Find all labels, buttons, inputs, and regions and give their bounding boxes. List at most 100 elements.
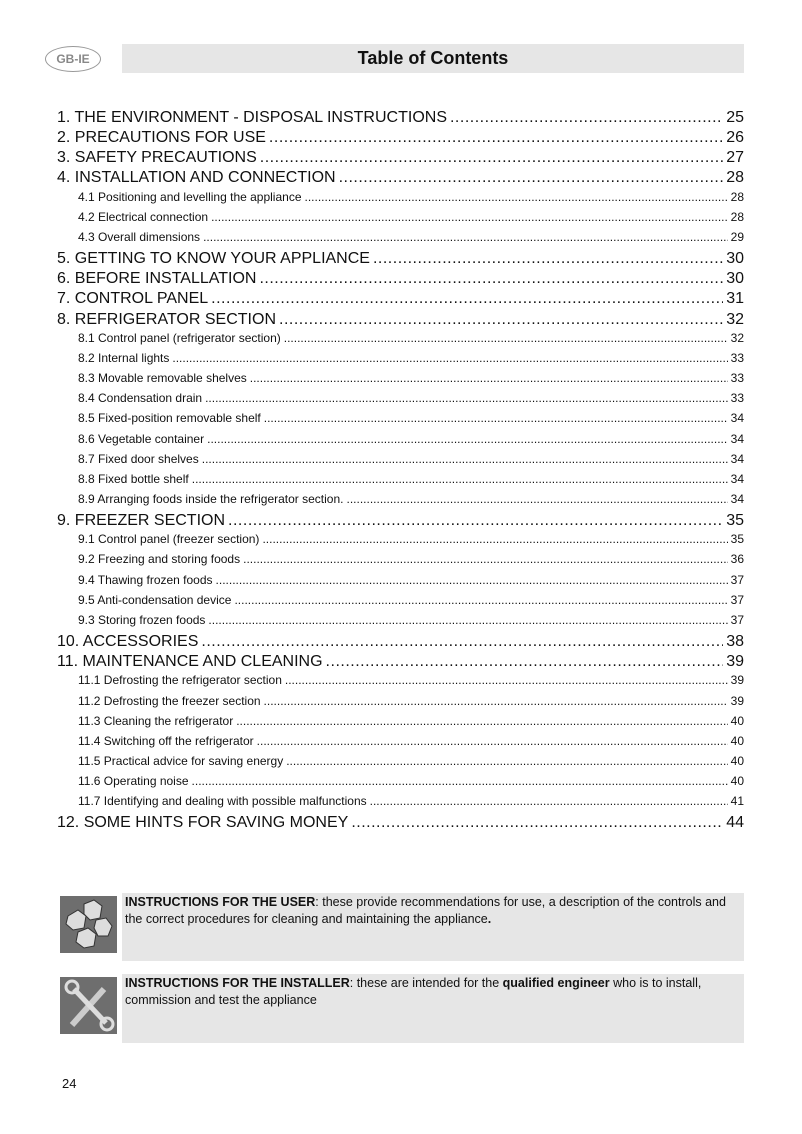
toc-entry[interactable]: 9. FREEZER SECTION 35 <box>57 512 744 532</box>
toc-entry-page: 34 <box>730 431 744 446</box>
dot-leader <box>339 169 724 187</box>
dot-leader <box>347 492 728 506</box>
dot-leader <box>351 814 723 832</box>
toc-entry-label: 9.5 Anti-condensation device <box>78 592 232 607</box>
toc-entry[interactable]: 9.5 Anti-condensation device 37 <box>57 593 744 613</box>
toc-entry[interactable]: 1. THE ENVIRONMENT - DISPOSAL INSTRUCTIO… <box>57 109 744 129</box>
toc-entry[interactable]: 8. REFRIGERATOR SECTION 32 <box>57 311 744 331</box>
toc-entry[interactable]: 9.4 Thawing frozen foods 37 <box>57 573 744 593</box>
toc-entry[interactable]: 8.7 Fixed door shelves 34 <box>57 452 744 472</box>
toc-entry[interactable]: 7. CONTROL PANEL 31 <box>57 290 744 310</box>
toc-entry[interactable]: 11.1 Defrosting the refrigerator section… <box>57 673 744 693</box>
note-end: . <box>487 912 492 926</box>
note-text: : these provide recommendations for use,… <box>125 895 726 926</box>
toc-entry[interactable]: 11. MAINTENANCE AND CLEANING 39 <box>57 653 744 673</box>
toc-entry-page: 37 <box>730 612 744 627</box>
wrench-screwdriver-icon <box>60 977 117 1034</box>
toc-entry[interactable]: 2. PRECAUTIONS FOR USE 26 <box>57 129 744 149</box>
dot-leader <box>260 149 723 167</box>
toc-entry-label: 11.5 Practical advice for saving energy <box>78 754 284 768</box>
toc-entry-page: 39 <box>730 693 744 708</box>
toc-entry-label: 8.8 Fixed bottle shelf <box>78 471 189 486</box>
toc-entry[interactable]: 4.2 Electrical connection 28 <box>57 210 744 230</box>
dot-leader <box>264 694 728 708</box>
toc-entry[interactable]: 8.5 Fixed-position removable shelf 34 <box>57 411 744 431</box>
toc-entry[interactable]: 9.2 Freezing and storing foods 36 <box>57 552 744 572</box>
toc-entry-label: 4.3 Overall dimensions <box>78 229 201 244</box>
toc-entry-label: 11.3 Cleaning the refrigerator <box>78 713 234 728</box>
toc-entry-label: 8.7 Fixed door shelves <box>78 451 199 466</box>
dot-leader <box>264 411 728 425</box>
toc-entry[interactable]: 6. BEFORE INSTALLATION 30 <box>57 270 744 290</box>
toc-entry-label: 11.7 Identifying and dealing with possib… <box>78 794 367 809</box>
toc-entry-label: 11.6 Operating noise <box>78 774 189 789</box>
dot-leader <box>203 230 728 244</box>
toc-entry-label: 9.2 Freezing and storing foods <box>78 552 241 567</box>
toc-entry[interactable]: 5. GETTING TO KNOW YOUR APPLIANCE 30 <box>57 250 744 270</box>
language-badge: GB-IE <box>45 46 101 72</box>
toc-entry-page: 26 <box>726 129 744 147</box>
toc-entry[interactable]: 11.5 Practical advice for saving energy 4… <box>57 754 744 774</box>
toc-entry-label: 8.1 Control panel (refrigerator section) <box>78 330 281 345</box>
toc-entry-page: 44 <box>726 814 744 832</box>
toc-entry-label: 8.9 Arranging foods inside the refrigera… <box>78 491 344 506</box>
toc-entry-page: 40 <box>730 733 744 748</box>
toc-entry[interactable]: 3. SAFETY PRECAUTIONS 27 <box>57 149 744 169</box>
dot-leader <box>326 653 724 671</box>
toc-entry-page: 27 <box>726 149 744 167</box>
toc-entry[interactable]: 11.4 Switching off the refrigerator 40 <box>57 734 744 754</box>
toc-entry[interactable]: 10. ACCESSORIES 38 <box>57 633 744 653</box>
toc-entry-label: 11.2 Defrosting the freezer section <box>78 693 261 708</box>
toc-entry-label: 8.5 Fixed-position removable shelf <box>78 411 261 426</box>
dot-leader <box>208 613 727 627</box>
toc-entry[interactable]: 11.2 Defrosting the freezer section 39 <box>57 694 744 714</box>
dot-leader <box>192 472 728 486</box>
dot-leader <box>228 512 723 530</box>
toc-entry-label: 4.1 Positioning and levelling the applia… <box>78 189 302 204</box>
toc-entry-label: 8.4 Condensation drain <box>78 391 203 406</box>
toc-entry[interactable]: 8.2 Internal lights 33 <box>57 351 744 371</box>
dot-leader <box>211 290 723 308</box>
toc-entry-label: 10. ACCESSORIES <box>57 633 199 651</box>
toc-entry[interactable]: 8.4 Condensation drain 33 <box>57 391 744 411</box>
toc-entry-label: 3. SAFETY PRECAUTIONS <box>57 149 257 167</box>
dot-leader <box>305 190 728 204</box>
toc-entry-page: 30 <box>726 270 744 288</box>
toc-entry[interactable]: 8.3 Movable removable shelves 33 <box>57 371 744 391</box>
note-heading: INSTRUCTIONS FOR THE INSTALLER <box>125 976 350 990</box>
toc-entry[interactable]: 12. SOME HINTS FOR SAVING MONEY 44 <box>57 814 744 834</box>
dot-leader <box>236 714 727 728</box>
dot-leader <box>285 673 728 687</box>
dot-leader <box>202 452 728 466</box>
dot-leader <box>250 371 728 385</box>
dot-leader <box>257 734 728 748</box>
toc-entry[interactable]: 8.6 Vegetable container 34 <box>57 432 744 452</box>
toc-entry-page: 28 <box>726 169 744 187</box>
toc-entry[interactable]: 11.6 Operating noise 40 <box>57 774 744 794</box>
toc-entry-page: 37 <box>730 572 744 587</box>
toc-entry[interactable]: 4.3 Overall dimensions 29 <box>57 230 744 250</box>
note-emphasis: qualified engineer <box>502 976 610 990</box>
toc-entry-page: 38 <box>726 633 744 651</box>
toc-entry[interactable]: 4. INSTALLATION AND CONNECTION 28 <box>57 169 744 189</box>
toc-entry-page: 25 <box>726 109 744 126</box>
toc-entry-label: 6. BEFORE INSTALLATION <box>57 270 257 288</box>
dot-leader <box>370 794 728 808</box>
toc-entry-label: 8. REFRIGERATOR SECTION <box>57 310 276 328</box>
page-number: 24 <box>62 1076 77 1091</box>
toc-entry[interactable]: 8.8 Fixed bottle shelf 34 <box>57 472 744 492</box>
toc-entry[interactable]: 11.7 Identifying and dealing with possib… <box>57 794 744 814</box>
toc-entry-page: 29 <box>730 229 744 244</box>
toc-entry[interactable]: 4.1 Positioning and levelling the applia… <box>57 190 744 210</box>
user-instructions-note: INSTRUCTIONS FOR THE USER: these provide… <box>122 893 744 961</box>
toc-entry[interactable]: 11.3 Cleaning the refrigerator 40 <box>57 714 744 734</box>
dot-leader <box>279 311 723 329</box>
toc-entry[interactable]: 9.3 Storing frozen foods 37 <box>57 613 744 633</box>
toc-entry-label: 11.4 Switching off the refrigerator <box>78 733 254 748</box>
installer-instructions-note: INSTRUCTIONS FOR THE INSTALLER: these ar… <box>122 974 744 1043</box>
toc-entry[interactable]: 8.9 Arranging foods inside the refrigera… <box>57 492 744 512</box>
toc-entry-page: 34 <box>730 471 744 486</box>
toc-entry[interactable]: 8.1 Control panel (refrigerator section)… <box>57 331 744 351</box>
toc-entry[interactable]: 9.1 Control panel (freezer section) 35 <box>57 532 744 552</box>
